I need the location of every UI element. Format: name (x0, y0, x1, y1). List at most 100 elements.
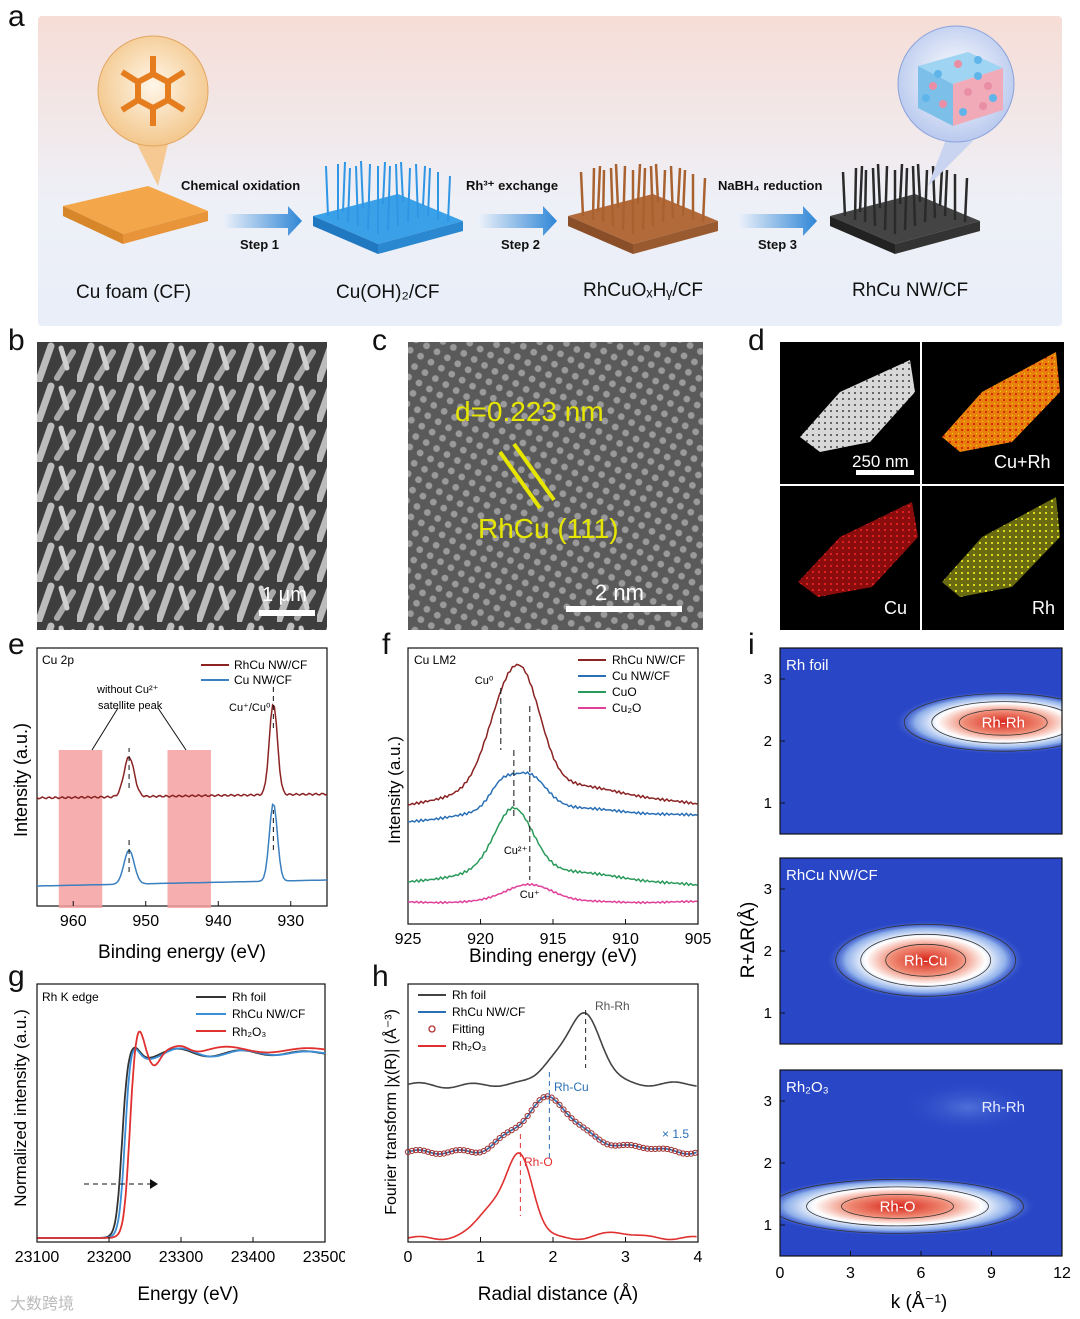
fit-point (404, 1148, 412, 1156)
fit-point (440, 1150, 447, 1157)
series-cu-nw-cf (407, 771, 698, 824)
foam-structure-icon (120, 56, 186, 126)
scheme-illustration (63, 25, 1015, 254)
fit-point (624, 1141, 631, 1148)
satellite-region-1 (58, 750, 103, 908)
x-tick-label: 9 (987, 1265, 996, 1282)
fit-point (616, 1142, 623, 1149)
chart-f-xticks: 925 920 915 910 905 (395, 919, 711, 948)
bubble-pointer (133, 136, 168, 186)
rh-map (942, 497, 1060, 597)
x-tick-label: 23500 (303, 1249, 345, 1266)
chart-e-xticks: 960 950 940 930 (60, 901, 304, 930)
process-label-1: Chemical oxidation (181, 178, 301, 193)
chart-f-ylabel: Intensity (a.u.) (385, 736, 404, 844)
fit-point (612, 1142, 619, 1149)
y-tick-label: 2 (764, 1155, 772, 1172)
satellite-region-2 (167, 750, 211, 908)
fit-point (656, 1145, 663, 1152)
fit-point (620, 1141, 627, 1149)
panel-label-b: b (8, 324, 25, 357)
panel-label-f: f (382, 628, 391, 661)
series-rh-foil (407, 1011, 697, 1089)
x-tick-label: 0 (776, 1265, 785, 1282)
x-tick-label: 960 (60, 913, 87, 930)
fit-point (660, 1145, 667, 1152)
brown-nanowires (579, 163, 707, 234)
fit-point (516, 1121, 523, 1128)
fit-point (588, 1130, 595, 1137)
chart-f-xlabel: Binding energy (eV) (469, 946, 637, 967)
chart-f-markers: Cu⁰ Cu²⁺ Cu⁺ (475, 675, 540, 901)
step-label-2: Step 2 (501, 237, 541, 252)
series-rhcu-nw-cf (407, 1095, 697, 1155)
fit-point (512, 1124, 519, 1131)
y-tick-label: 1 (764, 795, 772, 812)
fit-point (412, 1147, 420, 1154)
contour-line (885, 943, 967, 977)
fit-point (524, 1112, 531, 1120)
marker-label: Rh-Cu (554, 1080, 589, 1094)
heatmap-title: RhCu NW/CF (786, 867, 878, 884)
x-tick-label: 950 (132, 913, 159, 930)
heatmap-weakspot (898, 1079, 1038, 1136)
series-cu2o (407, 882, 698, 905)
fit-point (648, 1145, 655, 1153)
heatmap-feature-label: Rh-Rh (982, 714, 1025, 731)
eds-scale-bar (856, 470, 914, 475)
sem-scale-label: 1 μm (262, 584, 307, 606)
fit-point (460, 1147, 467, 1154)
eds-label-rh: Rh (1032, 598, 1056, 618)
chart-f-title: Cu LM2 (414, 653, 456, 667)
fit-point (592, 1133, 599, 1140)
chart-e-ylabel: Intensity (a.u.) (11, 723, 31, 837)
fit-point (428, 1149, 436, 1157)
marker-label: Cu⁺ (520, 889, 540, 901)
fit-point (652, 1145, 659, 1153)
legend-label: Rh₂O₃ (232, 1025, 266, 1039)
fit-point (496, 1135, 503, 1142)
hrtem-image (408, 342, 703, 630)
annot-leader-1 (91, 707, 119, 751)
chart-h: Rh-Rh Rh-Cu Rh-O × 1.5 Rh foil RhCu NW/C… (381, 983, 703, 1305)
heatmap-hotspot (825, 920, 1026, 1001)
series-rh2o3 (37, 1030, 326, 1239)
panel-label-e: e (8, 628, 25, 661)
wavelet-panel: RhCu NW/CF Rh-Cu (779, 857, 1063, 1045)
x-tick-label: 12 (1053, 1265, 1071, 1282)
fit-point (468, 1148, 475, 1156)
cu-foam-slab (63, 186, 208, 234)
chart-i: Rh foil Rh-Rh RhCu NW/CF Rh-Cu Rh₂O₃ Rh-O Rh-R… (738, 647, 1071, 1313)
legend-label: Rh foil (452, 988, 486, 1002)
eds-maps (780, 342, 1064, 630)
y-tick-label: 1 (764, 1005, 772, 1022)
chart-e-xlabel: Binding energy (eV) (98, 942, 266, 963)
panel-label-h: h (372, 960, 389, 993)
fit-point (432, 1150, 440, 1157)
contour-line (841, 1194, 954, 1219)
x-tick-label: 920 (467, 931, 494, 948)
plane-label: RhCu (111) (478, 513, 619, 544)
fit-point (680, 1150, 687, 1157)
x-tick-label: 6 (917, 1265, 926, 1282)
contour-line (931, 701, 1062, 744)
fit-point (492, 1138, 499, 1145)
marker-label: Cu⁰ (475, 675, 494, 687)
contour-line (860, 933, 992, 987)
process-label-3: NaBH₄ reduction (718, 178, 823, 193)
step-label-3: Step 3 (758, 237, 798, 252)
series-rh-foil (37, 1046, 326, 1239)
contour-line (806, 1186, 989, 1227)
x-tick-label: 23100 (15, 1249, 60, 1266)
fit-point (604, 1141, 611, 1148)
legend-label: RhCu NW/CF (612, 653, 685, 667)
annotation-text: without Cu²⁺ (96, 684, 159, 696)
fit-point (640, 1144, 647, 1152)
fit-point (692, 1149, 699, 1156)
fit-point (544, 1093, 551, 1100)
chart-g-xticks: 23100 23200 23300 23400 23500 (15, 1237, 345, 1266)
sem-scale-bar (259, 610, 315, 616)
fit-point (584, 1127, 591, 1134)
